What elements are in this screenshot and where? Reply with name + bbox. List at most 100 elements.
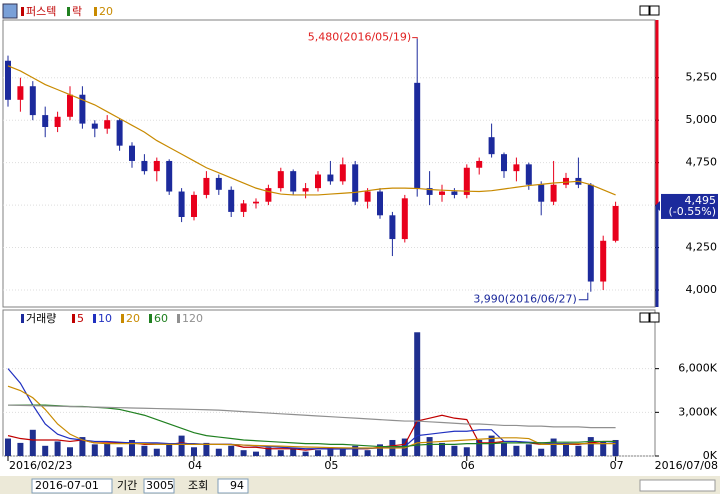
ma-line [7,65,616,196]
volume-bar [67,447,73,456]
candle-body [302,188,309,192]
candle-body [339,164,346,182]
volume-bar [302,451,309,456]
query-button[interactable]: 조회 [188,479,208,492]
legend-swatch [67,7,70,16]
candle-body [327,174,334,182]
candle-body [166,160,173,192]
volume-bar [203,442,210,456]
volume-bar [451,445,458,456]
candle-body [563,177,569,185]
candle-body [290,171,297,192]
candle-body [501,154,507,172]
y-tick-label: 5,000 [686,113,718,126]
volume-bar [29,429,36,456]
candle-body [42,115,49,127]
volume-bar [215,448,222,456]
candle-body [550,184,557,202]
maximize-button[interactable] [639,5,650,16]
y-tick-label: 4,750 [686,156,718,169]
volume-bar [525,444,532,456]
scrollbar[interactable] [639,479,716,492]
volume-bar [463,447,470,456]
volume-bar [476,439,483,456]
volume-bar [364,450,371,456]
volume-bar [141,445,148,456]
volume-ma-line [7,368,616,450]
candle-body [191,194,197,217]
candle-body [488,137,495,155]
legend-swatch [21,314,24,323]
candle-body [401,198,408,240]
volume-bar [501,442,507,456]
candle-body [79,94,86,124]
close-button[interactable] [649,5,660,16]
volume-bar [488,435,495,456]
candle-body [240,203,247,212]
volume-bar [265,447,272,456]
volume-bar [5,438,11,456]
date-text: 2016-07-01 [35,479,99,492]
volume-ma-line [8,404,616,448]
candle-body [451,191,458,195]
x-end-label: 2016/07/08 [655,459,718,472]
period-text: 3005 [146,479,174,492]
volume-title: 거래량 [26,312,56,325]
current-price-box [661,193,718,219]
y-tick-label: 4,250 [686,241,718,254]
volume-bar [129,439,135,456]
legend-label: 60 [154,312,168,325]
candle-body [129,145,135,161]
volume-bar [439,442,445,456]
current-price: 4,495 [685,194,717,207]
volume-bar [79,437,86,456]
maximize-button[interactable] [639,312,650,323]
candle-body [116,120,123,146]
candle-body [315,174,321,189]
legend-swatch [177,314,180,323]
volume-bar [315,450,321,456]
candle-body [153,160,160,172]
candle-body [426,188,433,195]
volume-bar [538,448,545,456]
volume-bar [612,439,619,456]
volume-bar [91,444,98,456]
annotation: 3,990(2016/06/27) [473,293,576,306]
close-button[interactable] [649,312,660,323]
lock-label: 락 [72,5,82,18]
x-tick-label: 04 [188,459,202,472]
menu-icon[interactable] [2,3,18,19]
candle-body [463,167,470,195]
candle-body [587,184,594,282]
count-input[interactable] [217,478,249,494]
date-input[interactable] [31,478,113,494]
candle-body [5,60,11,100]
candle-body [364,191,371,202]
volume-bar [575,445,582,456]
volume-bar [600,441,607,456]
volume-bar [550,438,557,456]
period-label: 기간 [117,479,137,492]
candle-body [91,123,98,129]
volume-bar [178,435,185,456]
volume-bar [352,445,359,456]
candle-body [476,160,483,168]
candle-body [29,86,36,116]
x-tick-label: 06 [461,459,475,472]
price-panel [2,19,656,308]
volume-bar [116,447,123,456]
candle-body [600,240,607,282]
volume-bar [191,447,197,456]
candle-body [253,201,259,204]
legend-swatch [121,314,124,323]
y-tick-label: 0K [703,449,718,462]
volume-bar [513,445,520,456]
volume-ma-line [7,385,616,449]
candle-body [228,189,235,212]
candle-body [352,164,359,202]
period-input[interactable] [143,478,175,494]
legend-label: 10 [98,312,112,325]
volume-bar [377,444,383,456]
legend-label: 20 [126,312,140,325]
